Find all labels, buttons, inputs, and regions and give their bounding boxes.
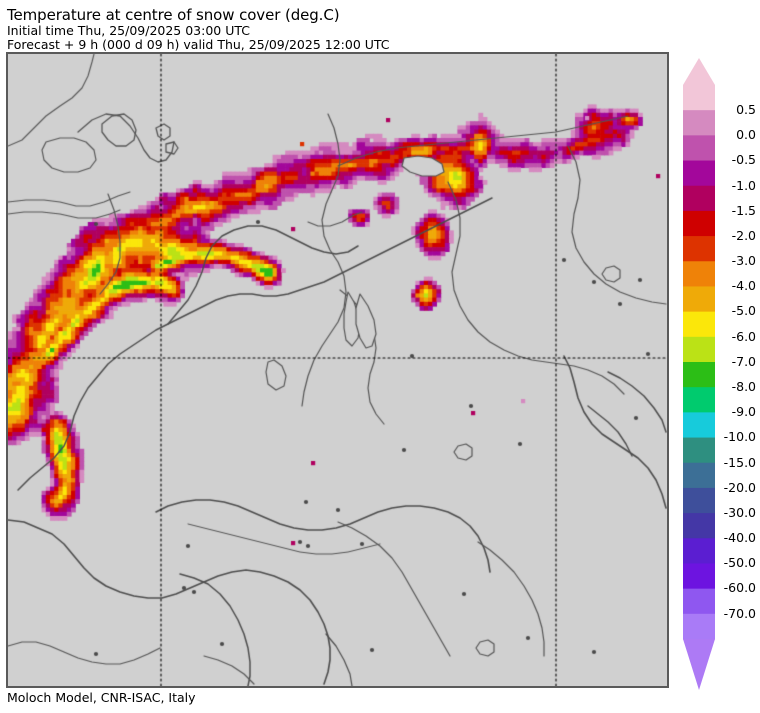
colorbar-band [683,135,715,162]
colorbar-band [683,613,715,640]
colorbar-tick-label: 0.5 [736,101,756,117]
colorbar-band [683,311,715,338]
colorbar-tick-label: -15.0 [723,454,756,470]
colorbar-tick-labels: 0.5 0.0 -0.5 -1.0 -1.5 -2.0 -3.0 -4.0 -5.0 -6.0 -7… [718,56,760,692]
colorbar-band [683,236,715,262]
colorbar-tick-label: -7.0 [731,353,756,369]
colorbar-tick-label: -9.0 [731,404,756,420]
colorbar-band [683,160,715,187]
colorbar-band [683,462,715,489]
colorbar-band [683,185,715,212]
colorbar-band [683,387,715,413]
colorbar-band [683,286,715,313]
colorbar-tick-label: -70.0 [723,605,756,621]
colorbar-band [683,563,715,590]
colorbar-band [683,210,715,237]
attribution-label: Moloch Model, CNR-ISAC, Italy [7,690,196,705]
colorbar-band [683,437,715,464]
colorbar-tick-label: -0.5 [731,152,756,168]
colorbar-band [683,538,715,565]
colorbar-band [683,85,715,111]
colorbar-tick-label: -60.0 [723,580,756,596]
forecast-valid-label: Forecast + 9 h (000 d 09 h) valid Thu, 2… [7,37,390,52]
colorbar-band [683,513,715,539]
colorbar-tick-label: -2.0 [731,227,756,243]
colorbar-tick-label: -6.0 [731,328,756,344]
colorbar-tick-label: -10.0 [723,429,756,445]
colorbar-tick-label: -5.0 [731,303,756,319]
colorbar-tick-label: -1.5 [731,202,756,218]
colorbar-tick-label: -50.0 [723,555,756,571]
colorbar-tick-label: -40.0 [723,530,756,546]
page-title: Temperature at centre of snow cover (deg… [7,6,340,24]
colorbar-tick-label: -4.0 [731,278,756,294]
colorbar-tick-label: -3.0 [731,253,756,269]
colorbar-tick-label: -8.0 [731,378,756,394]
colorbar [683,56,715,692]
colorbar-bottom-arrow [683,639,715,690]
colorbar-top-arrow [683,58,715,85]
colorbar-tick-label: -1.0 [731,177,756,193]
colorbar-band [683,362,715,388]
map-canvas [8,54,667,686]
colorbar-tick-label: 0.0 [736,127,756,143]
colorbar-band [683,588,715,615]
colorbar-tick-label: -30.0 [723,504,756,520]
colorbar-svg [683,58,715,690]
colorbar-band [683,110,715,136]
colorbar-band [683,412,715,439]
map-panel [6,52,669,688]
colorbar-band [683,487,715,514]
colorbar-band [683,336,715,363]
colorbar-tick-label: -20.0 [723,479,756,495]
colorbar-band [683,261,715,288]
initial-time-label: Initial time Thu, 25/09/2025 03:00 UTC [7,23,250,38]
